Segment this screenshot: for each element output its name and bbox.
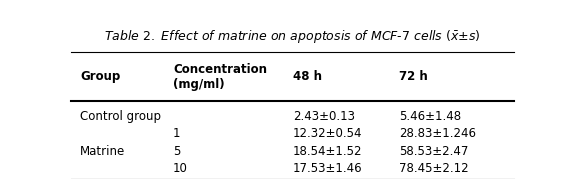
Text: Matrine: Matrine (80, 144, 126, 158)
Text: 10: 10 (173, 163, 188, 175)
Text: 48 h: 48 h (292, 70, 321, 83)
Text: 18.54±1.52: 18.54±1.52 (292, 144, 362, 158)
Text: 5.46±1.48: 5.46±1.48 (399, 110, 461, 123)
Text: 1: 1 (173, 127, 180, 140)
Text: 2.43±0.13: 2.43±0.13 (292, 110, 355, 123)
Text: 28.83±1.246: 28.83±1.246 (399, 127, 476, 140)
Text: Control group: Control group (80, 110, 161, 123)
Text: 58.53±2.47: 58.53±2.47 (399, 144, 468, 158)
Text: 12.32±0.54: 12.32±0.54 (292, 127, 362, 140)
Text: 72 h: 72 h (399, 70, 428, 83)
Text: 5: 5 (173, 144, 180, 158)
Text: Group: Group (80, 70, 120, 83)
Text: Concentration
(mg/ml): Concentration (mg/ml) (173, 63, 267, 91)
Text: $\it{Table\ 2.\ Effect\ of\ matrine\ on\ apoptosis\ of\ MCF\text{-}7\ cells\ (\b: $\it{Table\ 2.\ Effect\ of\ matrine\ on\… (104, 28, 481, 45)
Text: 78.45±2.12: 78.45±2.12 (399, 163, 468, 175)
Text: 17.53±1.46: 17.53±1.46 (292, 163, 362, 175)
